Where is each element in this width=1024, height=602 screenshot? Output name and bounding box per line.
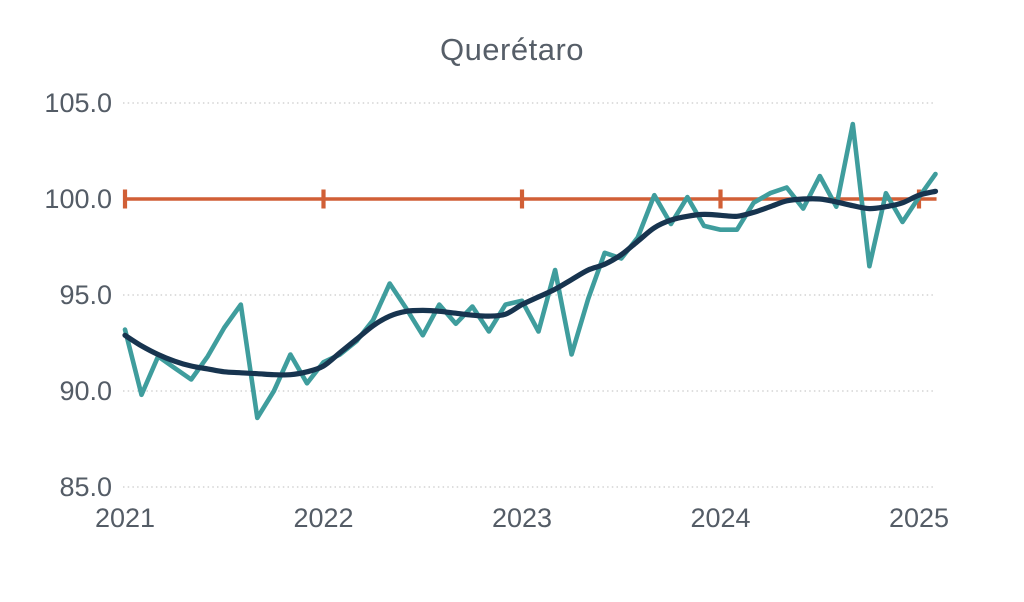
- y-axis-tick-label: 100.0: [44, 184, 112, 214]
- x-axis-tick-label: 2022: [293, 503, 353, 533]
- y-axis-tick-label: 105.0: [44, 88, 112, 118]
- y-axis-tick-label: 95.0: [59, 280, 112, 310]
- x-axis-tick-label: 2025: [889, 503, 949, 533]
- series-monthly-index-line: [122, 121, 938, 421]
- y-axis-tick-label: 90.0: [59, 376, 112, 406]
- series-trend-line: [122, 188, 939, 378]
- chart-title: Querétaro: [439, 32, 585, 67]
- x-axis-tick-label: 2023: [492, 503, 552, 533]
- x-axis-tick-label: 2021: [95, 503, 155, 533]
- x-axis-tick-label: 2024: [690, 503, 750, 533]
- y-axis-tick-label: 85.0: [59, 472, 112, 502]
